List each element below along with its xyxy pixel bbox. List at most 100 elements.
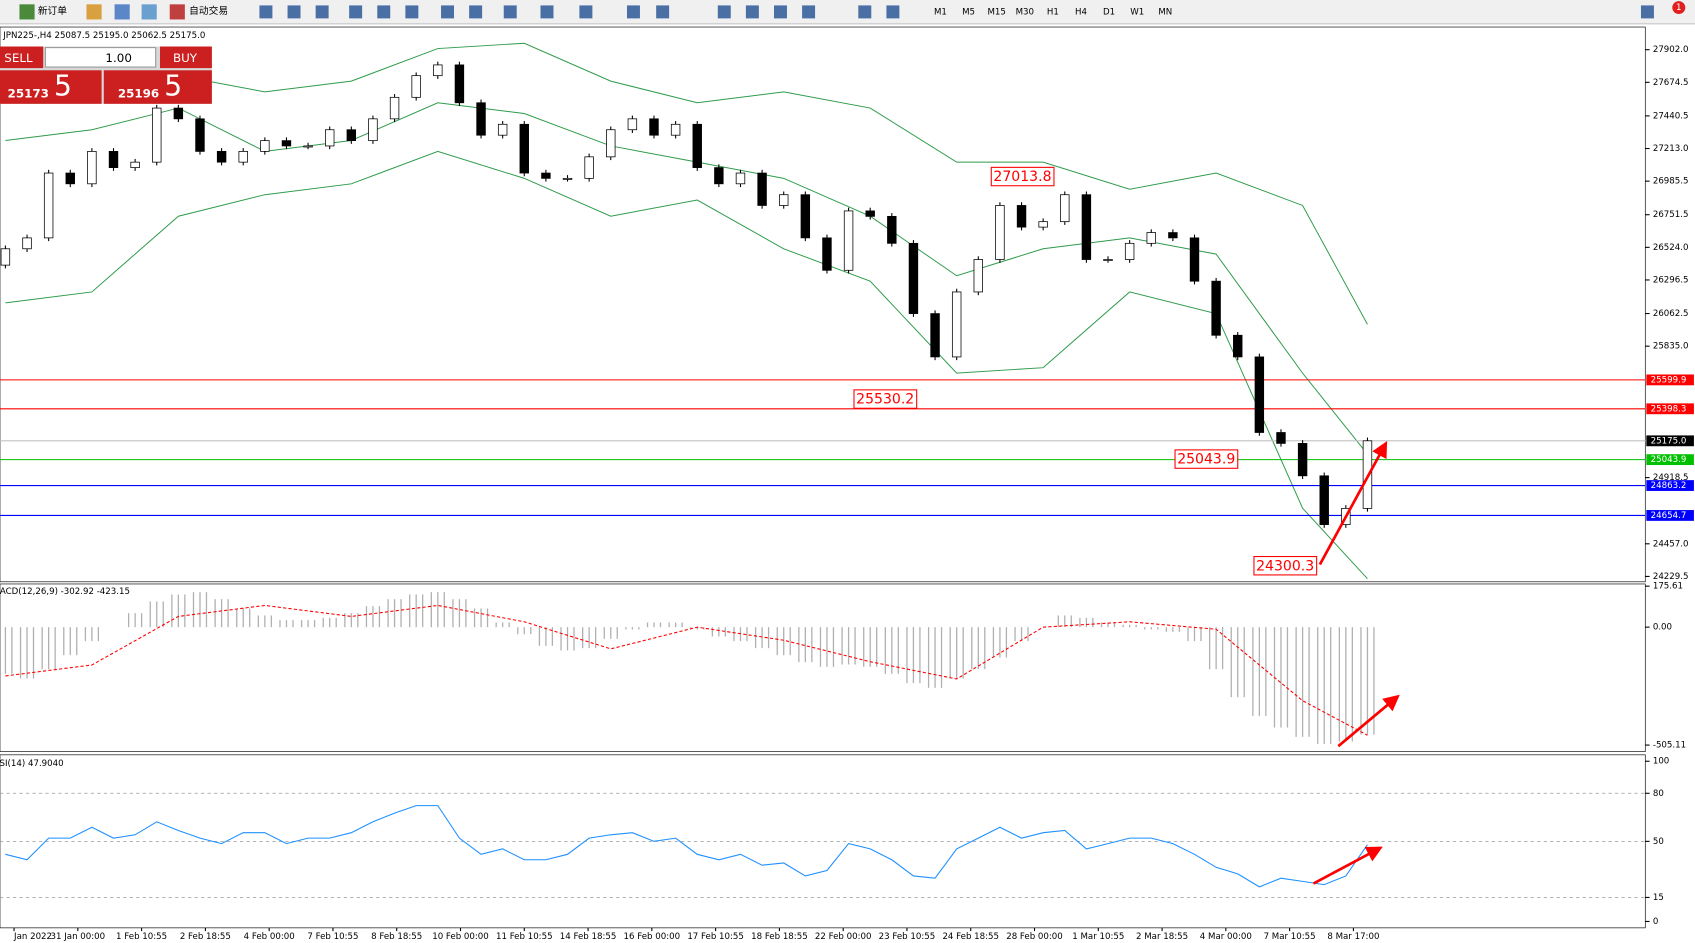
tool-icon[interactable] <box>377 5 391 19</box>
timeframes: M1 M5 M15 M30 H1 H4 D1 W1 MN <box>934 7 1172 17</box>
tool-icon[interactable] <box>469 5 483 19</box>
tool-icon[interactable] <box>717 5 731 19</box>
toolbar <box>0 0 1695 24</box>
candle-body <box>325 129 335 147</box>
macd-pane <box>0 583 1646 752</box>
candle-body <box>65 172 75 185</box>
candle-body <box>519 123 529 174</box>
timeframe-button[interactable]: H1 <box>1047 7 1059 17</box>
tool-icon[interactable] <box>315 5 329 19</box>
x-tick-label: 2 Mar 18:55 <box>1136 932 1188 942</box>
toolbar-icon[interactable] <box>114 4 130 20</box>
tool-icon[interactable] <box>858 5 872 19</box>
tool-icon[interactable] <box>540 5 554 19</box>
trend-arrow <box>1337 694 1400 748</box>
price-annotation-box <box>853 389 918 409</box>
x-tick-label: 18 Feb 18:55 <box>751 932 808 942</box>
candle-body <box>887 215 897 244</box>
toolbar-icon[interactable] <box>86 4 102 20</box>
tool-icon[interactable] <box>503 5 517 19</box>
search-icon[interactable] <box>1640 5 1654 19</box>
candle-body <box>497 123 508 136</box>
price-annotation: 24300.3 <box>1256 558 1314 574</box>
candle-body <box>1168 232 1178 239</box>
candle-body <box>87 151 97 185</box>
price-level-label: 25599.9 <box>1651 375 1687 385</box>
x-tick-label: 16 Feb 00:00 <box>624 932 681 942</box>
price-level-label: 25175.0 <box>1651 436 1687 446</box>
tool-icon[interactable] <box>745 5 759 19</box>
buy-button[interactable] <box>159 46 212 69</box>
sell-label: SELL <box>4 51 33 65</box>
tool-icon[interactable] <box>349 5 363 19</box>
tool-icon[interactable] <box>405 5 419 19</box>
candle-body <box>757 172 767 206</box>
candle-body <box>692 123 702 168</box>
notification-badge[interactable] <box>1672 1 1686 15</box>
y-tick-label: 0 <box>1653 917 1658 927</box>
sell-button[interactable] <box>0 46 44 69</box>
notification-count: 1 <box>1676 3 1681 13</box>
new-order-button[interactable]: 新订单 <box>38 4 67 17</box>
rsi-title: RSI(14) 47.9040 <box>0 759 64 769</box>
timeframe-button[interactable]: M1 <box>934 7 947 17</box>
candle-body <box>152 107 162 163</box>
candle-body <box>843 210 854 271</box>
y-tick-label: 24229.5 <box>1653 572 1689 582</box>
tool-icon[interactable] <box>802 5 816 19</box>
candle-body <box>995 205 1005 260</box>
tool-icon[interactable] <box>287 5 301 19</box>
y-tick-label: 26751.5 <box>1653 210 1689 220</box>
timeframe-button[interactable]: MN <box>1158 7 1172 17</box>
macd-signal <box>5 604 1368 736</box>
x-tick-label: 8 Feb 18:55 <box>371 932 422 942</box>
candle-body <box>822 237 832 271</box>
y-tick-label: 50 <box>1653 837 1664 847</box>
timeframe-button[interactable]: M30 <box>1016 7 1034 17</box>
candle-body <box>1276 432 1286 444</box>
timeframe-button[interactable]: D1 <box>1103 7 1115 17</box>
auto-trading-icon[interactable] <box>169 4 185 20</box>
timeframe-button[interactable]: M5 <box>962 7 975 17</box>
candle-body <box>584 156 594 179</box>
bid-price: 25173 <box>8 87 49 101</box>
tool-icon[interactable] <box>626 5 640 19</box>
candle-body <box>1103 259 1113 261</box>
price-level-label: 24654.7 <box>1651 511 1687 521</box>
timeframe-button[interactable]: H4 <box>1075 7 1087 17</box>
candle-body <box>476 102 486 136</box>
tool-icon[interactable] <box>441 5 455 19</box>
tool-icon[interactable] <box>579 5 593 19</box>
lots-input[interactable] <box>44 47 157 68</box>
ask-box[interactable] <box>103 70 212 104</box>
tool-icon[interactable] <box>259 5 273 19</box>
candle-body <box>195 118 205 152</box>
candle-body <box>433 64 443 77</box>
auto-trading-button[interactable]: 自动交易 <box>189 4 228 17</box>
x-tick-label: 1 Feb 10:55 <box>116 932 167 942</box>
x-tick-label: 24 Feb 18:55 <box>942 932 999 942</box>
tool-icon[interactable] <box>886 5 900 19</box>
candle-body <box>43 172 54 239</box>
candle-body <box>216 151 227 163</box>
x-tick-label: 17 Feb 10:55 <box>687 932 744 942</box>
candle-body <box>865 210 875 217</box>
candle-body <box>541 172 551 179</box>
timeframe-button[interactable]: W1 <box>1130 7 1144 17</box>
x-tick-label: Jan 2022 <box>13 932 52 942</box>
toolbar-icon[interactable] <box>141 4 157 20</box>
candle-body <box>411 75 421 98</box>
bid-box[interactable] <box>0 70 102 104</box>
price-level-tag <box>1646 510 1694 521</box>
timeframe-button[interactable]: M15 <box>987 7 1005 17</box>
candle-body <box>973 259 984 293</box>
chart-layer: 27902.0 27674.5 27440.5 27213.0 26985.5 26751… <box>0 42 1694 942</box>
new-order-icon[interactable] <box>19 4 35 20</box>
tool-icon[interactable] <box>773 5 787 19</box>
y-tick-label: 15 <box>1653 893 1664 903</box>
price-annotation: 27013.8 <box>993 169 1051 185</box>
price-annotation-box <box>1174 449 1239 469</box>
buy-label: BUY <box>173 51 198 65</box>
tool-icon[interactable] <box>656 5 670 19</box>
